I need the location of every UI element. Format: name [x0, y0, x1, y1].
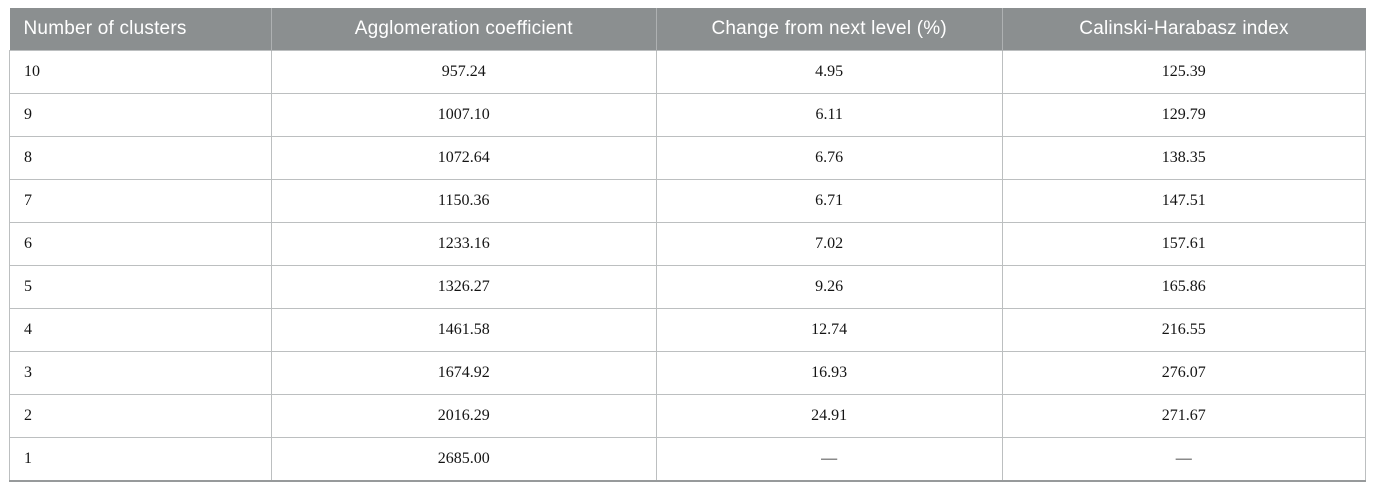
header-change-from-next-level: Change from next level (%): [656, 8, 1003, 51]
cell-change-from-next-level: 6.11: [655, 93, 1003, 137]
cell-agglomeration-coefficient: 1150.36: [270, 179, 657, 223]
table-header-row: Number of clusters Agglomeration coeffic…: [9, 8, 1366, 51]
cell-calinski-harabasz-index: 165.86: [1001, 265, 1367, 309]
cell-calinski-harabasz-index: 216.55: [1001, 308, 1367, 352]
table-row: 10 957.24 4.95 125.39: [9, 50, 1367, 94]
table-row: 6 1233.16 7.02 157.61: [9, 222, 1367, 266]
cell-calinski-harabasz-index: 271.67: [1001, 394, 1367, 438]
cell-calinski-harabasz-index: 147.51: [1001, 179, 1367, 223]
cell-change-from-next-level: 4.95: [655, 50, 1003, 94]
cell-calinski-harabasz-index: 157.61: [1001, 222, 1367, 266]
table-row: 3 1674.92 16.93 276.07: [9, 351, 1367, 395]
cell-agglomeration-coefficient: 2016.29: [270, 394, 657, 438]
table-body: 10 957.24 4.95 125.39 9 1007.10 6.11 129.79 8 107…: [9, 50, 1367, 482]
cell-agglomeration-coefficient: 2685.00: [270, 437, 657, 482]
cell-number-of-clusters: 3: [9, 351, 272, 395]
cell-number-of-clusters: 6: [9, 222, 272, 266]
cell-number-of-clusters: 1: [9, 437, 272, 482]
cluster-metrics-table: Number of clusters Agglomeration coeffic…: [9, 8, 1367, 482]
cell-number-of-clusters: 2: [9, 394, 272, 438]
cell-number-of-clusters: 4: [9, 308, 272, 352]
header-calinski-harabasz-index: Calinski-Harabasz index: [1002, 8, 1366, 51]
cell-change-from-next-level: 7.02: [655, 222, 1003, 266]
cell-change-from-next-level: 24.91: [655, 394, 1003, 438]
cell-agglomeration-coefficient: 1072.64: [270, 136, 657, 180]
table-row: 4 1461.58 12.74 216.55: [9, 308, 1367, 352]
table-row: 2 2016.29 24.91 271.67: [9, 394, 1367, 438]
table-row: 1 2685.00— —: [9, 437, 1367, 482]
cell-number-of-clusters: 5: [9, 265, 272, 309]
cell-change-from-next-level: 6.71: [655, 179, 1003, 223]
cell-calinski-harabasz-index: 276.07: [1001, 351, 1367, 395]
table-row: 7 1150.36 6.71 147.51: [9, 179, 1367, 223]
table-row: 5 1326.27 9.26 165.86: [9, 265, 1367, 309]
cell-agglomeration-coefficient: 957.24: [270, 50, 657, 94]
header-number-of-clusters: Number of clusters: [9, 8, 272, 51]
cell-change-from-next-level: 9.26: [655, 265, 1003, 309]
cell-number-of-clusters: 9: [9, 93, 272, 137]
header-agglomeration-coefficient: Agglomeration coefficient: [271, 8, 657, 51]
cell-agglomeration-coefficient: 1233.16: [270, 222, 657, 266]
cell-change-from-next-level: 6.76: [655, 136, 1003, 180]
cell-number-of-clusters: 8: [9, 136, 272, 180]
cell-agglomeration-coefficient: 1674.92: [270, 351, 657, 395]
cell-change-from-next-level: —: [655, 437, 1003, 482]
cell-calinski-harabasz-index: 129.79: [1001, 93, 1367, 137]
cell-calinski-harabasz-index: 125.39: [1001, 50, 1367, 94]
cell-number-of-clusters: 10: [9, 50, 272, 94]
cell-number-of-clusters: 7: [9, 179, 272, 223]
cell-calinski-harabasz-index: 138.35: [1001, 136, 1367, 180]
table-row: 8 1072.64 6.76 138.35: [9, 136, 1367, 180]
cell-agglomeration-coefficient: 1007.10: [270, 93, 657, 137]
cell-agglomeration-coefficient: 1326.27: [270, 265, 657, 309]
cluster-metrics-table-container: Number of clusters Agglomeration coeffic…: [9, 8, 1367, 482]
cell-agglomeration-coefficient: 1461.58: [270, 308, 657, 352]
cell-change-from-next-level: 12.74: [655, 308, 1003, 352]
table-row: 9 1007.10 6.11 129.79: [9, 93, 1367, 137]
cell-calinski-harabasz-index: —: [1001, 437, 1367, 482]
cell-change-from-next-level: 16.93: [655, 351, 1003, 395]
